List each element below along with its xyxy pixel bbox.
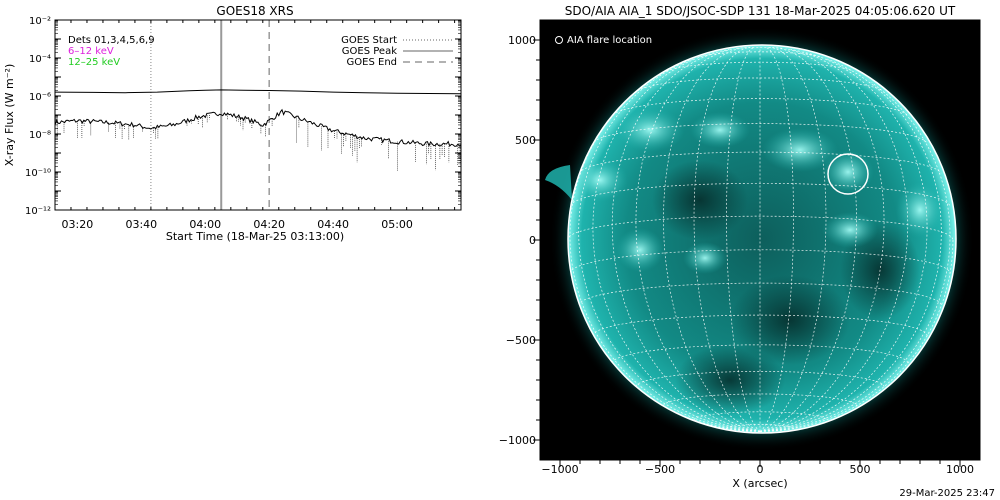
latitude-line bbox=[592, 314, 928, 336]
aia-y-tick-label: 500 bbox=[515, 134, 536, 147]
x-tick-label: 03:20 bbox=[62, 218, 94, 231]
goes-long-channel-trace bbox=[55, 89, 461, 95]
solar-features bbox=[572, 108, 944, 415]
y-tick-label: 10⁻² bbox=[29, 16, 51, 27]
flare-legend-marker bbox=[555, 36, 563, 44]
aia-y-tick-label: −500 bbox=[506, 334, 536, 347]
legend-start-label: GOES Start bbox=[341, 35, 397, 46]
x-tick-label: 04:00 bbox=[189, 218, 221, 231]
goes-traces bbox=[55, 89, 461, 171]
latitude-line bbox=[578, 151, 942, 174]
flare-legend-label: AIA flare location bbox=[567, 35, 652, 46]
band-high-label: 12–25 keV bbox=[68, 57, 120, 68]
y-tick-label: 10⁻⁸ bbox=[29, 130, 51, 141]
aia-x-tick-label: −1000 bbox=[541, 463, 578, 476]
longitude-line bbox=[759, 46, 794, 432]
longitude-line bbox=[592, 51, 761, 432]
goes-short-channel-trace bbox=[55, 108, 461, 147]
flare-location-circle bbox=[827, 153, 869, 195]
goes-x-axis: 03:20 03:40 04:00 04:20 04:40 05:00 bbox=[54, 20, 456, 231]
longitude-line bbox=[759, 49, 909, 432]
generation-timestamp: 29-Mar-2025 23:47 bbox=[899, 488, 995, 499]
heliographic-grid bbox=[568, 46, 954, 432]
longitude-line bbox=[693, 46, 761, 432]
legend-peak-label: GOES Peak bbox=[342, 46, 397, 57]
y-tick-label: 10⁻⁴ bbox=[29, 54, 51, 65]
aia-x-tick-label: 500 bbox=[850, 463, 871, 476]
solar-disk-image bbox=[545, 27, 974, 451]
aia-x-tick-label: 1000 bbox=[946, 463, 974, 476]
latitude-line bbox=[637, 77, 883, 92]
longitude-line bbox=[759, 47, 857, 432]
longitude-line bbox=[726, 46, 761, 432]
band-low-label: 6–12 keV bbox=[68, 46, 114, 57]
detectors-label: Dets 01,3,4,5,6,9 bbox=[68, 35, 155, 46]
limb-prominence bbox=[545, 165, 572, 200]
goes-y-axis: 10⁻¹² 10⁻¹⁰ 10⁻⁸ 10⁻⁶ 10⁻⁴ 10⁻² bbox=[25, 16, 461, 217]
aia-title: SDO/AIA AIA_1 SDO/JSOC-SDP 131 18-Mar-20… bbox=[565, 4, 956, 18]
longitude-line bbox=[611, 49, 761, 432]
legend-end-label: GOES End bbox=[347, 57, 397, 68]
longitude-line bbox=[635, 48, 761, 432]
longitude-line bbox=[663, 47, 761, 432]
goes-title: GOES18 XRS bbox=[216, 4, 293, 18]
aia-y-axis: −1000 −500 0 500 1000 bbox=[499, 34, 540, 447]
latitude-line bbox=[698, 51, 822, 58]
latitude-line bbox=[693, 411, 827, 421]
aia-y-tick-label: −1000 bbox=[499, 434, 536, 447]
longitude-line bbox=[759, 57, 942, 432]
latitude-line bbox=[569, 249, 951, 274]
solar-limb bbox=[567, 44, 957, 434]
x-tick-label: 05:00 bbox=[381, 218, 413, 231]
goes-panel: GOES18 XRS 03:20 03:40 04:00 04:20 04:40 05:0… bbox=[3, 4, 462, 243]
longitude-line bbox=[759, 51, 928, 432]
y-tick-label: 10⁻¹² bbox=[25, 206, 51, 217]
aia-x-axis: −1000 −500 0 500 1000 bbox=[541, 460, 974, 476]
aia-x-tick-label: 0 bbox=[757, 463, 764, 476]
x-tick-label: 04:20 bbox=[253, 218, 285, 231]
goes-short-channel-noise bbox=[56, 114, 461, 171]
aia-panel: SDO/AIA AIA_1 SDO/JSOC-SDP 131 18-Mar-20… bbox=[499, 4, 981, 490]
aia-y-tick-label: 1000 bbox=[508, 34, 536, 47]
x-tick-label: 04:40 bbox=[317, 218, 349, 231]
longitude-line bbox=[759, 48, 885, 432]
goes-legend: GOES Start GOES Peak GOES End bbox=[341, 35, 453, 68]
goes-grid-markers bbox=[150, 20, 270, 210]
latitude-line bbox=[593, 123, 927, 143]
aia-x-tick-label: −500 bbox=[645, 463, 675, 476]
aia-y-tick-label: 0 bbox=[529, 234, 536, 247]
y-tick-label: 10⁻⁶ bbox=[29, 92, 51, 103]
y-tick-label: 10⁻¹⁰ bbox=[25, 168, 51, 179]
goes-x-label: Start Time (18-Mar-25 03:13:00) bbox=[166, 230, 344, 243]
aia-x-label: X (arcsec) bbox=[732, 477, 787, 490]
goes-plot-frame bbox=[54, 19, 462, 211]
longitude-line bbox=[759, 82, 951, 432]
x-tick-label: 03:40 bbox=[125, 218, 157, 231]
longitude-line bbox=[578, 57, 761, 432]
longitude-line bbox=[759, 46, 827, 432]
goes-y-label: X-ray Flux (W m⁻²) bbox=[3, 64, 16, 166]
